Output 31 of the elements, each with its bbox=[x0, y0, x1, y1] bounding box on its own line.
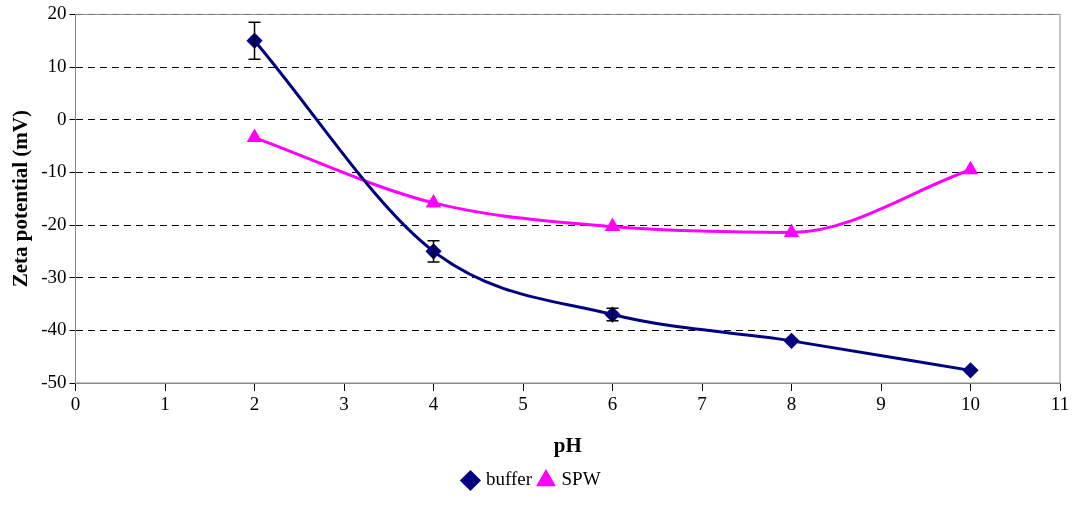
x-tick-label: 4 bbox=[428, 393, 439, 415]
x-tick-label: 5 bbox=[518, 393, 528, 415]
point bbox=[426, 195, 441, 208]
legend-label: SPW bbox=[561, 468, 601, 490]
point bbox=[784, 333, 800, 349]
y-tick-label: 20 bbox=[47, 2, 67, 24]
y-tick-label: -10 bbox=[41, 160, 67, 182]
point bbox=[784, 224, 799, 237]
x-tick-label: 6 bbox=[607, 393, 618, 415]
y-tick-label: -20 bbox=[41, 213, 67, 235]
point bbox=[963, 162, 978, 175]
x-tick-label: 3 bbox=[339, 393, 349, 415]
y-tick-label: -40 bbox=[41, 318, 67, 340]
x-tick-label: 9 bbox=[876, 393, 886, 415]
x-tick-label: 7 bbox=[697, 393, 707, 415]
x-tick-label: 1 bbox=[160, 393, 170, 415]
point bbox=[963, 362, 978, 378]
point bbox=[605, 219, 620, 232]
y-tick-label: 0 bbox=[57, 107, 67, 129]
legend-label: buffer bbox=[485, 468, 533, 490]
x-axis-title: pH bbox=[553, 432, 582, 457]
y-axis-title: Zeta potential (mV) bbox=[8, 110, 33, 288]
x-tick-label: 8 bbox=[786, 393, 797, 415]
y-tick-label: 10 bbox=[47, 55, 67, 77]
y-tick-label: -30 bbox=[41, 265, 67, 287]
point bbox=[247, 130, 262, 143]
x-tick-label: 10 bbox=[961, 393, 980, 415]
x-tick-label: 2 bbox=[249, 393, 260, 415]
x-tick-label: 0 bbox=[70, 393, 81, 415]
x-tick-label: 11 bbox=[1050, 393, 1070, 415]
y-tick-label: -50 bbox=[41, 370, 67, 392]
